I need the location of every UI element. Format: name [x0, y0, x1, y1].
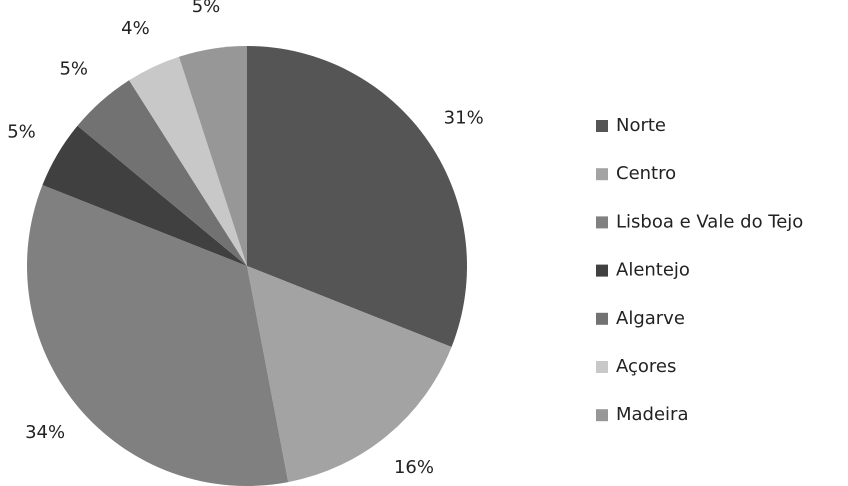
- legend-swatch: [596, 264, 608, 277]
- legend-label: Norte: [616, 115, 666, 136]
- pie-slice: [77, 80, 247, 266]
- legend-swatch: [596, 168, 608, 181]
- pie-slice: [247, 266, 452, 483]
- data-label: 5%: [7, 122, 36, 143]
- legend-label: Algarve: [616, 308, 685, 329]
- data-label: 5%: [59, 58, 88, 79]
- legend-swatch: [596, 361, 608, 373]
- legend-swatch: [596, 120, 608, 132]
- legend-label: Açores: [616, 356, 676, 377]
- pie-slice: [26, 185, 289, 486]
- pie-slice: [42, 125, 247, 266]
- data-label: 34%: [25, 422, 65, 443]
- data-label: 5%: [192, 0, 221, 17]
- legend-label: Madeira: [616, 404, 689, 425]
- legend-label: Centro: [616, 163, 676, 184]
- data-label: 31%: [444, 108, 484, 129]
- pie-slice: [179, 46, 247, 266]
- data-label: 16%: [394, 457, 434, 478]
- legend-label: Lisboa e Vale do Tejo: [616, 211, 803, 232]
- data-label: 4%: [121, 18, 150, 39]
- legend-label: Alentejo: [616, 260, 690, 281]
- legend-swatch: [596, 409, 608, 422]
- pie-slice: [129, 56, 247, 267]
- legend-swatch: [596, 216, 608, 229]
- pie-slice: [247, 46, 467, 347]
- legend-swatch: [596, 312, 608, 325]
